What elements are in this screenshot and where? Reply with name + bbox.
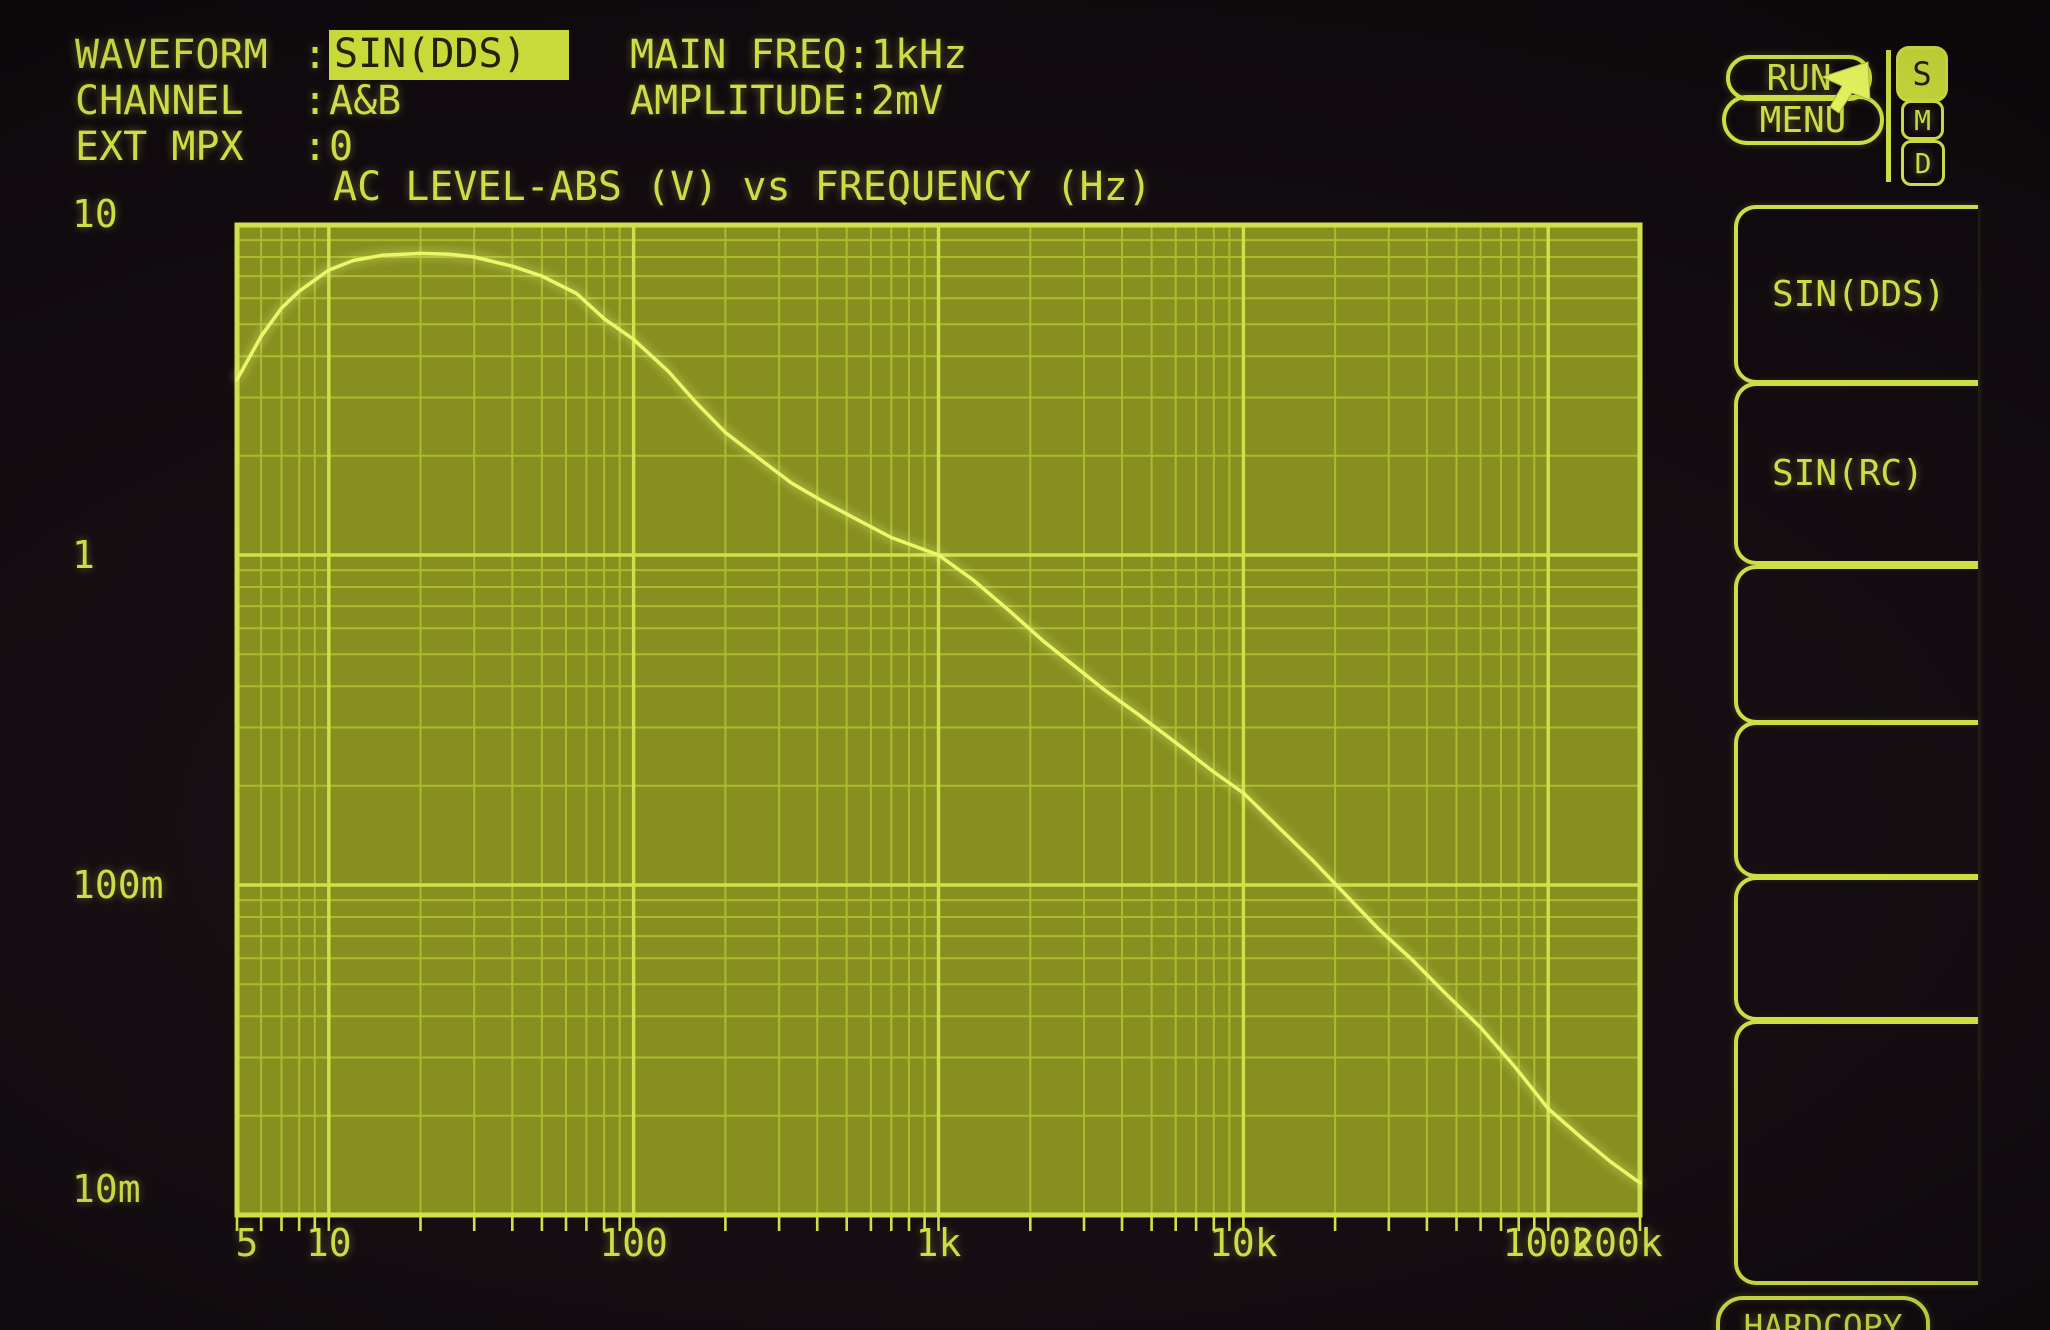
panel-divider xyxy=(1886,50,1891,182)
x-tick-label: 200k xyxy=(1571,1221,1663,1265)
softkey-sin-rc[interactable]: SIN(RC) xyxy=(1734,382,1978,565)
response-curve xyxy=(235,251,1642,1185)
x-tick-label: 10k xyxy=(1209,1221,1278,1265)
softkey-blank-2[interactable] xyxy=(1734,721,1978,878)
mode-badge[interactable]: S xyxy=(1896,46,1948,102)
ext-mpx-label: EXT MPX xyxy=(75,124,244,170)
x-tick-label: 10 xyxy=(305,1221,352,1265)
setup-fields: WAVEFORM : SIN(DDS) CHANNEL : A&B EXT MP… xyxy=(75,30,569,170)
x-tick-label: 100 xyxy=(599,1221,668,1265)
field-row-ext-mpx: EXT MPX : 0 xyxy=(75,124,569,170)
chart-title: AC LEVEL-ABS (V) vs FREQUENCY (Hz) xyxy=(333,164,1152,210)
waveform-label: WAVEFORM xyxy=(75,32,268,78)
mode-badge[interactable]: D xyxy=(1901,140,1945,186)
waveform-value[interactable]: SIN(DDS) xyxy=(329,30,569,80)
field-row-channel: CHANNEL : A&B xyxy=(75,78,569,124)
param-row-amplitude: AMPLITUDE : 2mV xyxy=(630,78,967,124)
y-tick-label: 100m xyxy=(72,863,164,907)
softkey-label: SIN(RC) xyxy=(1772,453,1924,494)
amplitude-label: AMPLITUDE xyxy=(630,78,847,124)
softkey-sin-dds[interactable]: SIN(DDS) xyxy=(1734,205,1978,384)
y-tick-label: 10 xyxy=(72,192,118,236)
channel-label: CHANNEL xyxy=(75,78,244,124)
colon: : xyxy=(846,78,871,124)
channel-value[interactable]: A&B xyxy=(329,78,402,124)
mode-badge[interactable]: M xyxy=(1901,100,1944,140)
x-tick-label: 1k xyxy=(915,1221,962,1265)
x-tick-label: 5 xyxy=(235,1221,259,1265)
softkey-blank-1[interactable] xyxy=(1734,565,1978,724)
main-freq-value[interactable]: 1kHz xyxy=(870,32,968,78)
run-button-label: RUN xyxy=(1766,57,1832,99)
colon: : xyxy=(303,32,328,78)
colon: : xyxy=(303,78,328,124)
colon: : xyxy=(846,32,871,78)
x-tick-label: 100k xyxy=(1502,1221,1594,1265)
y-tick-label: 1 xyxy=(72,533,95,577)
hardcopy-button[interactable]: HARDCOPY xyxy=(1716,1296,1930,1330)
softkey-label: SIN(DDS) xyxy=(1772,274,1946,315)
softkey-blank-4[interactable] xyxy=(1734,1020,1978,1285)
param-row-main-freq: MAIN FREQ : 1kHz xyxy=(630,32,967,78)
hardcopy-button-label: HARDCOPY xyxy=(1743,1306,1903,1330)
colon: : xyxy=(303,124,328,170)
mouse-cursor-icon xyxy=(1820,61,1871,114)
softkey-blank-3[interactable] xyxy=(1734,876,1978,1021)
amplitude-value[interactable]: 2mV xyxy=(870,78,944,124)
field-row-waveform: WAVEFORM : SIN(DDS) xyxy=(75,30,569,80)
generator-params: MAIN FREQ : 1kHz AMPLITUDE : 2mV xyxy=(630,32,967,124)
run-button[interactable]: RUN xyxy=(1726,55,1872,101)
main-freq-label: MAIN FREQ xyxy=(630,32,847,78)
ext-mpx-value[interactable]: 0 xyxy=(329,124,354,170)
y-tick-label: 10m xyxy=(72,1167,141,1211)
